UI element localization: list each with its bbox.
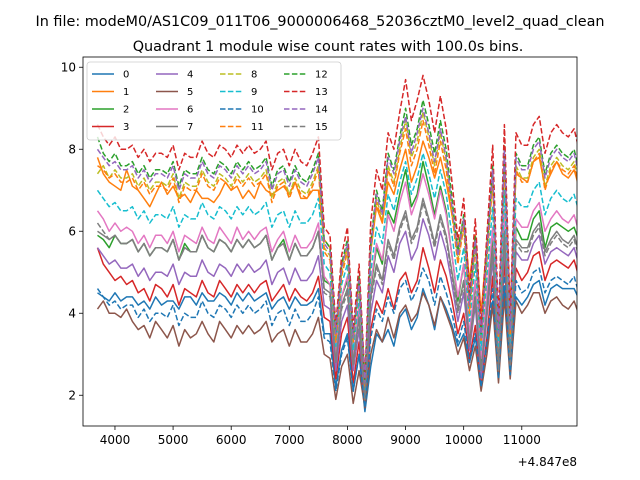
- legend-label-11: 11: [251, 122, 264, 133]
- legend-label-15: 15: [315, 122, 328, 133]
- series-line-5: [96, 292, 577, 409]
- x-tick-label: 5000: [158, 433, 189, 447]
- series-line-13: [96, 74, 577, 380]
- legend-label-0: 0: [123, 70, 129, 81]
- series-line-11: [97, 119, 577, 388]
- legend-label-6: 6: [187, 105, 193, 116]
- plot-frame: [82, 56, 578, 427]
- legend-label-5: 5: [187, 87, 193, 98]
- series-line-15: [96, 201, 577, 401]
- x-tick-label: 9000: [390, 433, 421, 447]
- chart-title: Quadrant 1 module wise count rates with …: [133, 39, 524, 55]
- y-tick-label: 8: [68, 143, 76, 157]
- series-line-14: [96, 107, 577, 384]
- x-offset-label: +4.847e8: [518, 455, 577, 469]
- figure-suptitle: In file: modeM0/AS1C09_011T06_9000006468…: [35, 14, 604, 30]
- legend-label-14: 14: [315, 105, 328, 116]
- legend-label-3: 3: [123, 122, 129, 133]
- series-line-0: [97, 279, 577, 413]
- legend-label-12: 12: [315, 70, 328, 81]
- legend-label-1: 1: [123, 87, 129, 98]
- legend-box: [86, 61, 342, 141]
- x-tick-label: 10000: [445, 433, 483, 447]
- legend-label-7: 7: [187, 122, 193, 133]
- legend-label-13: 13: [315, 87, 328, 98]
- legend-label-2: 2: [123, 105, 129, 116]
- y-tick-label: 6: [68, 225, 76, 239]
- legend-label-4: 4: [187, 70, 193, 81]
- x-tick-label: 11000: [503, 433, 541, 447]
- x-tick-label: 6000: [216, 433, 247, 447]
- y-tick-label: 4: [68, 307, 76, 321]
- series-layer: [96, 74, 577, 413]
- legend-label-8: 8: [251, 70, 257, 81]
- x-tick-label: 4000: [100, 433, 131, 447]
- series-line-10: [96, 267, 577, 409]
- y-tick-label: 2: [68, 389, 76, 403]
- x-tick-label: 7000: [274, 433, 305, 447]
- x-tick-label: 8000: [332, 433, 363, 447]
- legend-label-10: 10: [251, 105, 264, 116]
- legend-label-9: 9: [251, 87, 257, 98]
- y-tick-label: 10: [61, 61, 76, 75]
